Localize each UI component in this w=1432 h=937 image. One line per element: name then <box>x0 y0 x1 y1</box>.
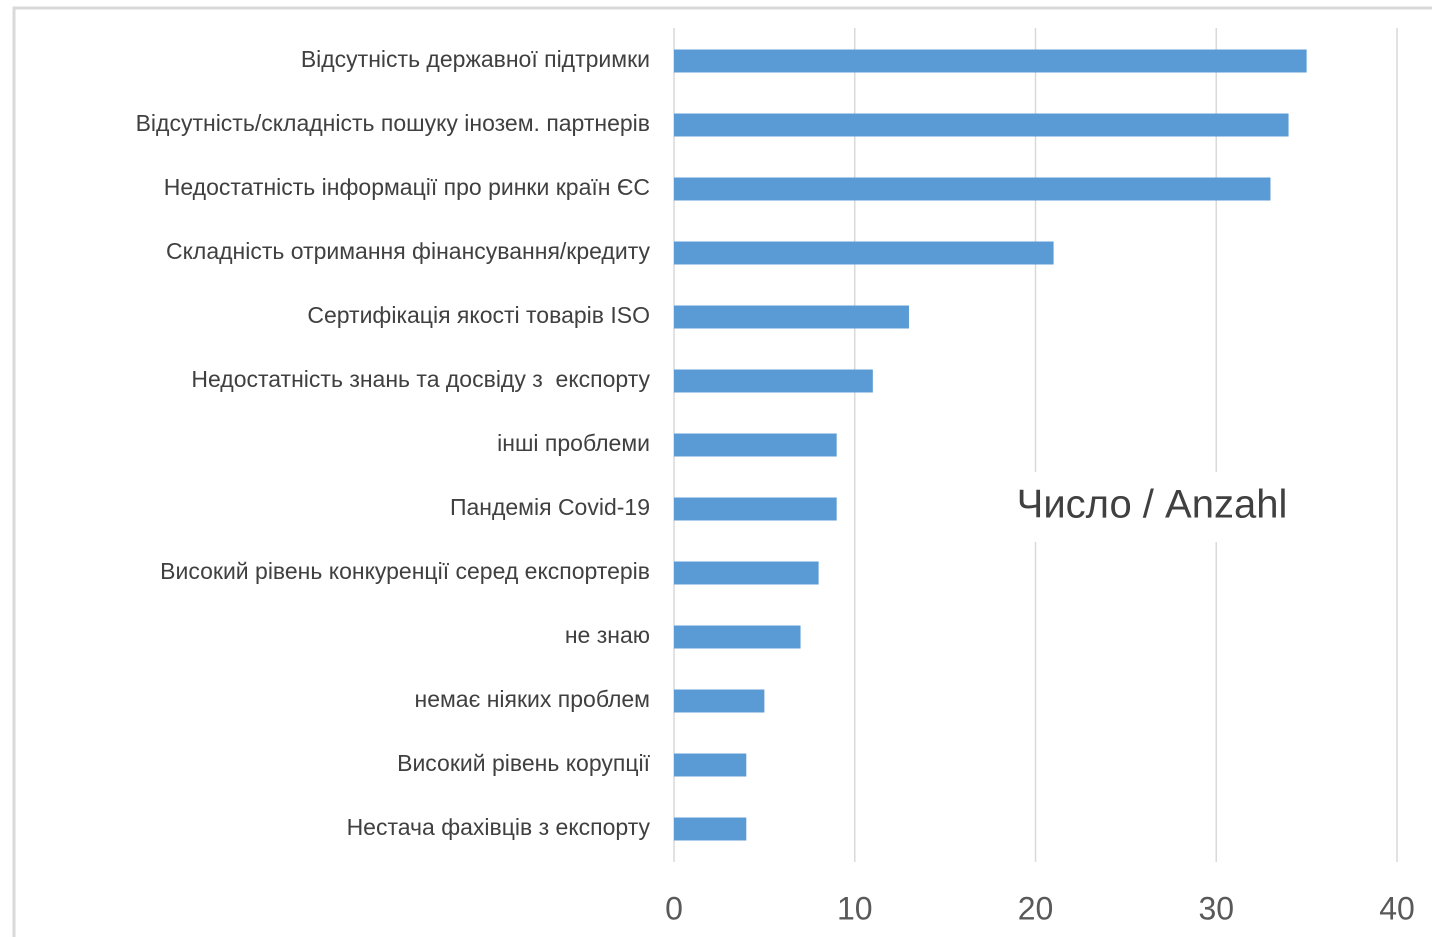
y-tick-label: Недостатність знань та досвіду з експорт… <box>191 366 650 392</box>
bar <box>674 817 747 841</box>
bar <box>674 753 747 777</box>
x-tick-label: 10 <box>837 890 873 926</box>
bar <box>674 561 819 585</box>
y-tick-label: немає ніяких проблем <box>415 686 651 712</box>
y-tick-label: Відсутність державної підтримки <box>301 46 650 72</box>
annotation: Число / Anzahl <box>1017 483 1288 527</box>
y-tick-label: Відсутність/складність пошуку інозем. па… <box>136 110 650 136</box>
y-tick-label: Недостатність інформації про ринки країн… <box>164 174 650 200</box>
bar <box>674 113 1289 137</box>
y-tick-label: Сертифікація якості товарів ISO <box>307 302 650 328</box>
y-tick-label: Нестача фахівців з експорту <box>347 814 651 840</box>
bar <box>674 305 909 329</box>
bar <box>674 369 873 393</box>
bar <box>674 689 765 713</box>
frame <box>12 6 1432 937</box>
bar <box>674 625 801 649</box>
x-tick-label: 30 <box>1198 890 1234 926</box>
y-tick-label: Високий рівень конкуренції серед експорт… <box>160 558 650 584</box>
y-tick-label: Високий рівень корупції <box>397 750 650 776</box>
bar <box>674 49 1307 73</box>
bar <box>674 241 1054 265</box>
bar <box>674 497 837 521</box>
x-tick-label: 40 <box>1379 890 1415 926</box>
x-tick-label: 0 <box>665 890 683 926</box>
bar <box>674 433 837 457</box>
annotation-background <box>1000 472 1305 542</box>
y-tick-label: Складність отримання фінансування/кредит… <box>166 238 651 264</box>
x-tick-label: 20 <box>1018 890 1054 926</box>
y-tick-label: Пандемія Covid-19 <box>450 494 650 520</box>
y-tick-label: не знаю <box>565 622 650 648</box>
y-tick-label: інші проблеми <box>497 430 650 456</box>
bar <box>674 177 1271 201</box>
